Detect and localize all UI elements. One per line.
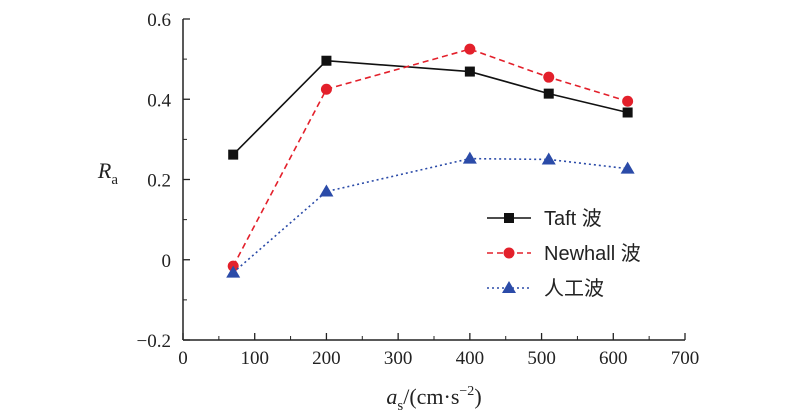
- x-tick-label: 200: [312, 348, 341, 369]
- x-axis-label-main: a: [386, 384, 397, 409]
- series-layer: [226, 43, 635, 278]
- y-tick-label: 0.2: [147, 171, 171, 192]
- legend-item: Newhall 波: [487, 242, 641, 265]
- y-tick-label: 0: [162, 251, 172, 272]
- data-point: [320, 83, 332, 95]
- x-tick-label: 0: [178, 348, 188, 369]
- legend-item: 人工波: [487, 277, 604, 300]
- legend-marker: [502, 281, 516, 293]
- series-line: [232, 48, 628, 267]
- x-axis-label-sup: −2: [459, 384, 474, 399]
- x-tick-label: 100: [240, 348, 269, 369]
- series-square: [228, 55, 633, 160]
- data-point: [228, 149, 239, 160]
- x-axis-label-sub: s: [397, 398, 403, 414]
- legend-label: Taft 波: [544, 207, 602, 230]
- data-point: [543, 71, 555, 83]
- x-tick-label: 700: [671, 348, 700, 369]
- x-tick-label: 400: [456, 348, 485, 369]
- y-tick-label: −0.2: [137, 331, 171, 352]
- data-point: [319, 184, 334, 197]
- x-axis-label-close: ): [474, 384, 481, 409]
- y-axis-label-main: R: [97, 158, 112, 183]
- x-axis-label-unit: /(cm·s: [403, 384, 459, 409]
- x-tick-label: 300: [384, 348, 413, 369]
- series-line: [232, 59, 628, 156]
- legend-marker: [503, 247, 515, 259]
- legend-marker: [504, 213, 514, 223]
- data-point: [226, 265, 241, 278]
- data-point: [543, 88, 554, 99]
- x-tick-label: 500: [527, 348, 556, 369]
- data-point: [464, 43, 476, 55]
- y-tick-label: 0.6: [147, 10, 171, 31]
- data-point: [622, 107, 633, 118]
- legend-label: 人工波: [544, 277, 604, 300]
- data-point: [464, 66, 475, 77]
- axes: 0 100 200 300 400 500 600 700 −0.2 0 0.2 0.4 0.6: [137, 10, 700, 369]
- data-point: [462, 151, 477, 164]
- y-axis-label: Ra: [97, 158, 118, 188]
- legend-item: Taft 波: [487, 207, 602, 230]
- y-tick-label: 0.4: [147, 90, 171, 111]
- legend-label: Newhall 波: [544, 242, 641, 265]
- y-axis-label-sub: a: [111, 172, 118, 188]
- x-axis-label: as/(cm·s−2): [386, 384, 481, 414]
- data-point: [321, 55, 332, 66]
- data-point: [622, 95, 634, 107]
- series-triangle: [226, 151, 635, 278]
- series-circle: [227, 43, 634, 272]
- x-tick-label: 600: [599, 348, 628, 369]
- data-point: [620, 161, 635, 174]
- data-point: [541, 152, 556, 165]
